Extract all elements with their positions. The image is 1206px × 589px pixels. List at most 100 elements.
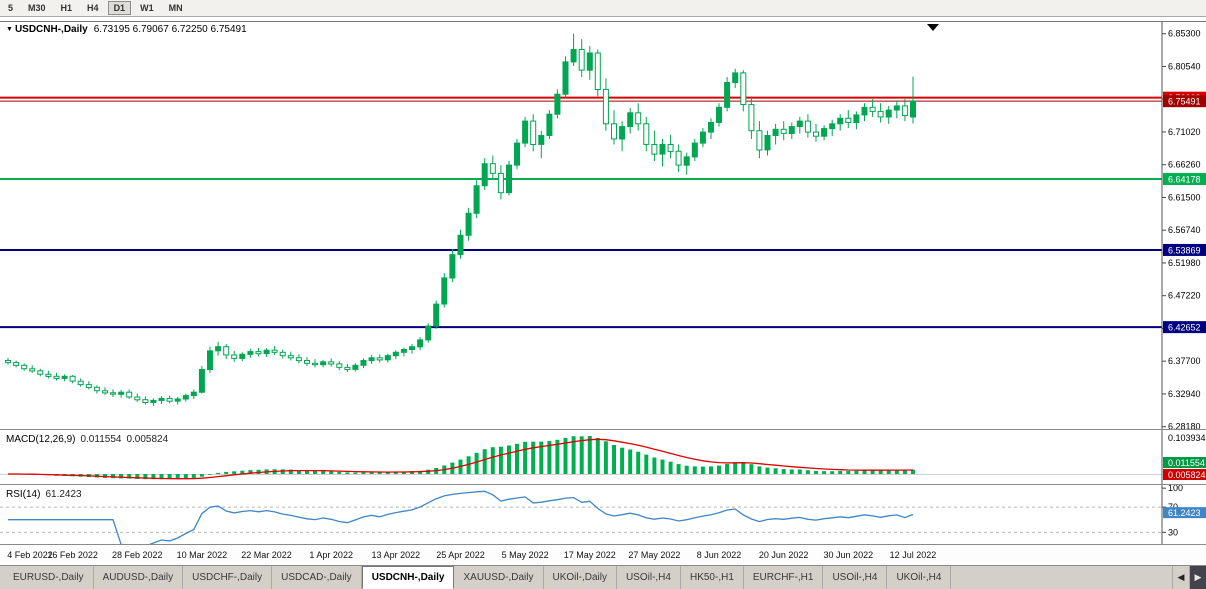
candle-body[interactable]: [441, 277, 448, 305]
candle-body[interactable]: [425, 325, 432, 341]
candle-body[interactable]: [69, 375, 76, 382]
candle-body[interactable]: [675, 150, 682, 166]
candle-body[interactable]: [748, 104, 755, 132]
candle-body[interactable]: [13, 362, 20, 366]
candle-body[interactable]: [336, 363, 343, 368]
candle-body[interactable]: [182, 395, 189, 400]
candle-body[interactable]: [473, 185, 480, 214]
candle-body[interactable]: [586, 52, 593, 71]
candle-body[interactable]: [118, 391, 125, 395]
candle-body[interactable]: [376, 357, 383, 361]
rsi-indicator-panel[interactable]: 100 70 30 61.2423: [0, 485, 1206, 545]
candle-body[interactable]: [174, 398, 181, 402]
timeframe-button-w1[interactable]: W1: [140, 3, 154, 13]
candle-body[interactable]: [699, 131, 706, 144]
candle-body[interactable]: [287, 355, 294, 359]
candle-body[interactable]: [352, 364, 359, 370]
candle-body[interactable]: [683, 156, 690, 166]
candle-body[interactable]: [530, 120, 537, 145]
chart-tab-eurchf-h1[interactable]: EURCHF-,H1: [744, 566, 824, 589]
candle-body[interactable]: [21, 364, 28, 370]
candle-body[interactable]: [126, 391, 133, 398]
candle-body[interactable]: [861, 106, 868, 116]
candle-body[interactable]: [93, 386, 100, 392]
candle-body[interactable]: [53, 375, 60, 379]
chart-tab-usdcad-daily[interactable]: USDCAD-,Daily: [272, 566, 362, 589]
candle-body[interactable]: [635, 112, 642, 125]
candle-body[interactable]: [400, 349, 407, 353]
candle-body[interactable]: [708, 122, 714, 133]
candle-body[interactable]: [522, 120, 529, 144]
candle-body[interactable]: [77, 380, 84, 386]
candle-body[interactable]: [110, 392, 116, 395]
timeframe-button-m30[interactable]: M30: [28, 3, 46, 13]
candle-body[interactable]: [796, 120, 803, 128]
candle-body[interactable]: [659, 144, 666, 155]
candle-body[interactable]: [190, 391, 197, 397]
candle-body[interactable]: [134, 396, 141, 401]
candle-body[interactable]: [893, 105, 900, 111]
candle-body[interactable]: [231, 354, 238, 359]
candle-body[interactable]: [667, 144, 674, 152]
chart-tab-usoil-h4[interactable]: USOil-,H4: [823, 566, 888, 589]
chart-tab-usdcnh-daily[interactable]: USDCNH-,Daily: [361, 566, 455, 589]
chart-area[interactable]: 6.853006.805406.757806.710206.662606.615…: [0, 17, 1206, 565]
candle-body[interactable]: [295, 357, 302, 362]
candle-body[interactable]: [716, 106, 722, 123]
chart-tab-hk50-h1[interactable]: HK50-,H1: [681, 566, 744, 589]
candle-body[interactable]: [45, 373, 52, 377]
candle-body[interactable]: [514, 142, 520, 166]
candle-body[interactable]: [901, 105, 908, 117]
macd-indicator-panel[interactable]: 0.103934 0.011554 0.005824: [0, 430, 1206, 485]
candle-body[interactable]: [497, 172, 504, 194]
candle-body[interactable]: [594, 52, 601, 90]
scroll-end-marker-icon[interactable]: [927, 24, 939, 31]
candle-body[interactable]: [764, 135, 771, 151]
candle-body[interactable]: [885, 109, 892, 118]
timeframe-button-mn[interactable]: MN: [168, 3, 183, 13]
candle-body[interactable]: [304, 360, 310, 364]
candle-body[interactable]: [877, 110, 884, 118]
candle-body[interactable]: [61, 375, 68, 379]
candle-body[interactable]: [554, 93, 561, 115]
timeframe-button-h4[interactable]: H4: [87, 3, 99, 13]
candle-body[interactable]: [85, 384, 92, 388]
tabs-scroll-right-button[interactable]: ▶: [1189, 566, 1206, 589]
candle-body[interactable]: [788, 126, 795, 134]
candle-body[interactable]: [821, 128, 828, 137]
candle-body[interactable]: [239, 353, 246, 359]
candle-body[interactable]: [578, 49, 585, 71]
candle-body[interactable]: [368, 357, 375, 362]
candle-body[interactable]: [344, 366, 351, 370]
candle-body[interactable]: [506, 164, 512, 194]
candle-body[interactable]: [384, 355, 391, 361]
candle-body[interactable]: [538, 135, 545, 145]
candle-body[interactable]: [619, 126, 626, 140]
candle-body[interactable]: [651, 144, 658, 155]
candle-body[interactable]: [198, 369, 205, 393]
candle-body[interactable]: [465, 212, 472, 236]
candle-body[interactable]: [457, 234, 464, 256]
candle-body[interactable]: [29, 368, 36, 372]
candle-body[interactable]: [756, 130, 763, 151]
candle-body[interactable]: [481, 163, 488, 187]
candle-body[interactable]: [158, 397, 165, 401]
candle-body[interactable]: [360, 360, 367, 366]
candle-body[interactable]: [732, 72, 739, 84]
candle-body[interactable]: [627, 112, 634, 128]
candle-body[interactable]: [263, 349, 270, 355]
chart-tab-ukoil-daily[interactable]: UKOil-,Daily: [544, 566, 617, 589]
chart-tab-usdchf-daily[interactable]: USDCHF-,Daily: [183, 566, 273, 589]
candle-body[interactable]: [611, 123, 617, 140]
candle-body[interactable]: [223, 346, 230, 356]
candle-body[interactable]: [271, 349, 278, 353]
candle-body[interactable]: [102, 390, 108, 394]
candle-body[interactable]: [215, 346, 222, 352]
candle-body[interactable]: [312, 362, 318, 366]
candle-body[interactable]: [546, 113, 553, 136]
candle-body[interactable]: [166, 397, 173, 402]
candle-body[interactable]: [392, 351, 399, 357]
candle-body[interactable]: [562, 61, 569, 95]
candle-body[interactable]: [602, 88, 609, 125]
candle-body[interactable]: [829, 123, 836, 130]
